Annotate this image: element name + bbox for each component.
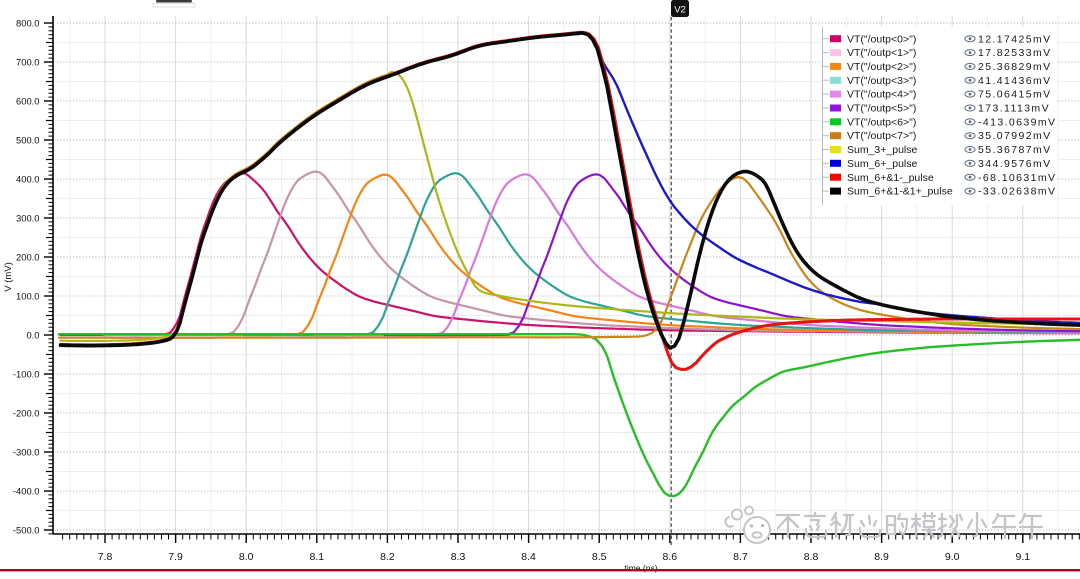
svg-text:-500.0: -500.0 [13,524,40,535]
svg-text:V (mV): V (mV) [3,262,14,292]
svg-text:9.0: 9.0 [945,551,960,563]
svg-text:VT("/outp<7>"): VT("/outp<7>") [847,130,916,142]
svg-text:8.6: 8.6 [662,551,677,563]
svg-text:700.0: 700.0 [16,56,39,67]
svg-text:25.36829mV: 25.36829mV [978,61,1052,73]
svg-text:12.17425mV: 12.17425mV [978,33,1052,45]
svg-text:VT("/outp<4>"): VT("/outp<4>") [847,89,916,101]
svg-text:V2: V2 [674,5,686,16]
svg-text:8.5: 8.5 [592,551,607,563]
svg-text:300.0: 300.0 [16,212,39,223]
svg-text:VT("/outp<1>"): VT("/outp<1>") [847,47,916,59]
svg-text:8.9: 8.9 [874,551,889,563]
svg-text:7.9: 7.9 [168,551,183,563]
svg-text:17.82533mV: 17.82533mV [978,47,1052,59]
svg-text:VT("/outp<2>"): VT("/outp<2>") [847,61,916,73]
svg-text:41.41436mV: 41.41436mV [978,75,1052,87]
svg-text:VT("/outp<5>"): VT("/outp<5>") [847,103,916,115]
svg-text:8.2: 8.2 [380,551,395,563]
svg-text:-413.0639mV: -413.0639mV [978,116,1056,128]
svg-text:8.7: 8.7 [733,551,748,563]
svg-text:8.8: 8.8 [804,551,819,563]
svg-text:344.9576mV: 344.9576mV [978,158,1052,170]
svg-text:800.0: 800.0 [16,17,39,28]
svg-text:35.07992mV: 35.07992mV [978,130,1052,142]
svg-text:500.0: 500.0 [16,134,39,145]
svg-text:55.36787mV: 55.36787mV [978,144,1052,156]
svg-text:Sum_6+_pulse: Sum_6+_pulse [847,158,918,170]
svg-text:-400.0: -400.0 [13,485,40,496]
svg-text:time (ns): time (ns) [624,563,657,573]
svg-text:600.0: 600.0 [16,95,39,106]
svg-text:400.0: 400.0 [16,173,39,184]
svg-text:200.0: 200.0 [16,251,39,262]
svg-text:8.1: 8.1 [309,551,324,563]
svg-text:-68.10631mV: -68.10631mV [978,172,1056,184]
svg-text:8.0: 8.0 [239,551,254,563]
svg-text:8.3: 8.3 [451,551,466,563]
svg-text:Sum_6+&1-&1+_pulse: Sum_6+&1-&1+_pulse [847,186,953,198]
svg-text:-200.0: -200.0 [13,407,40,418]
svg-text:100.0: 100.0 [16,290,39,301]
svg-text:VT("/outp<0>"): VT("/outp<0>") [847,33,916,45]
svg-text:9.1: 9.1 [1015,551,1030,563]
svg-text:7.8: 7.8 [98,551,113,563]
svg-text:VT("/outp<6>"): VT("/outp<6>") [847,116,916,128]
svg-text:75.06415mV: 75.06415mV [978,89,1052,101]
svg-text:Sum_6+&1-_pulse: Sum_6+&1-_pulse [847,172,934,184]
svg-text:Sum_3+_pulse: Sum_3+_pulse [847,144,918,156]
svg-text:-300.0: -300.0 [13,446,40,457]
svg-text:8.4: 8.4 [521,551,536,563]
svg-text:VT("/outp<3>"): VT("/outp<3>") [847,75,916,87]
svg-text:-100.0: -100.0 [13,368,40,379]
svg-text:-33.02638mV: -33.02638mV [978,186,1056,198]
svg-text:173.1113mV: 173.1113mV [978,103,1050,115]
svg-text:0.0: 0.0 [26,329,39,340]
